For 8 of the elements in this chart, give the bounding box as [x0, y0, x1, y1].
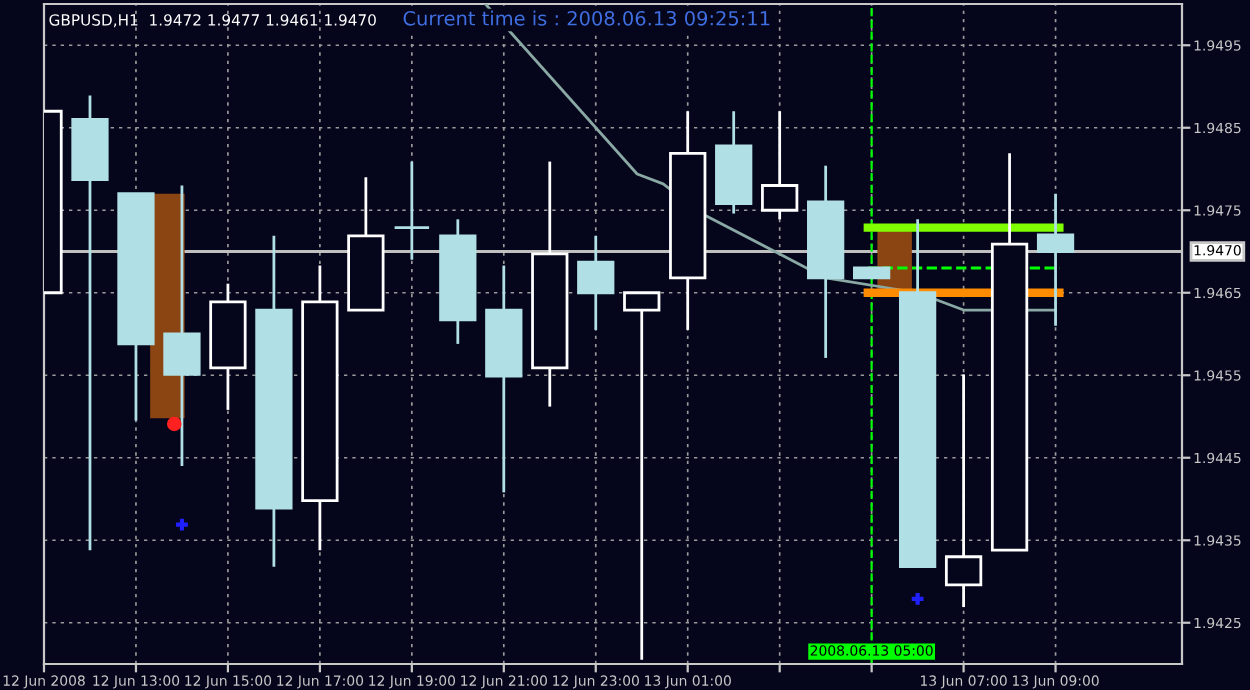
- candlestick: [623, 291, 661, 662]
- candlestick: [577, 234, 615, 332]
- candlestick: [1036, 192, 1075, 328]
- point: [166, 416, 182, 432]
- candlestick: [761, 109, 799, 221]
- candlestick: [163, 184, 201, 468]
- annotation: Current time is : 2008.06.13 09:25:11: [403, 10, 770, 26]
- candlestick: [393, 160, 431, 262]
